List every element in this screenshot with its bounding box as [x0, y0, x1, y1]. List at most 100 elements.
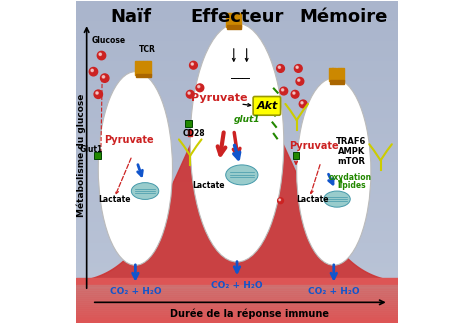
Bar [76, 134, 398, 138]
Text: Lactate: Lactate [98, 195, 131, 204]
Text: TCR: TCR [139, 45, 156, 54]
Bar [76, 122, 398, 126]
Bar [76, 202, 398, 206]
Bar [76, 210, 398, 214]
Circle shape [102, 76, 105, 78]
Bar [76, 298, 398, 300]
Bar [76, 296, 398, 298]
Circle shape [277, 64, 284, 72]
Bar [76, 154, 398, 158]
Text: oxydation: oxydation [328, 173, 372, 182]
Bar [76, 37, 398, 41]
Circle shape [299, 100, 307, 108]
Bar [76, 73, 398, 77]
Bar [76, 86, 398, 89]
Bar [76, 166, 398, 170]
Bar [94, 152, 101, 159]
Bar [76, 25, 398, 29]
Bar [76, 307, 398, 311]
Bar [76, 194, 398, 198]
Bar [76, 311, 398, 315]
Bar [237, 13, 241, 27]
Bar [76, 302, 398, 304]
Circle shape [296, 66, 298, 68]
Bar [76, 303, 398, 307]
Bar [76, 65, 398, 69]
Bar [76, 186, 398, 190]
Bar [76, 77, 398, 81]
Bar [76, 45, 398, 49]
Text: glut1: glut1 [233, 115, 260, 124]
Text: mTOR: mTOR [337, 156, 365, 166]
Bar [76, 5, 398, 9]
Bar [76, 226, 398, 231]
Ellipse shape [131, 183, 159, 200]
Text: Glucose: Glucose [91, 36, 125, 45]
Bar [76, 98, 398, 101]
Circle shape [100, 74, 109, 82]
Circle shape [296, 77, 304, 85]
Bar [76, 17, 398, 21]
Bar [76, 316, 398, 318]
Bar [137, 74, 151, 77]
Bar [76, 306, 398, 308]
Bar [76, 178, 398, 182]
Ellipse shape [226, 165, 258, 185]
Bar [76, 29, 398, 33]
Bar [76, 295, 398, 299]
Circle shape [298, 79, 300, 81]
Bar [76, 49, 398, 53]
Bar [76, 142, 398, 146]
Bar [76, 1, 398, 5]
Bar [76, 53, 398, 57]
Circle shape [99, 53, 101, 55]
Ellipse shape [297, 78, 371, 265]
Text: CO₂ + H₂O: CO₂ + H₂O [308, 287, 360, 296]
Circle shape [196, 84, 204, 92]
Bar [76, 292, 398, 294]
Bar [139, 61, 143, 75]
Bar [76, 218, 398, 223]
Circle shape [280, 87, 288, 95]
Text: Effecteur: Effecteur [191, 8, 283, 26]
Circle shape [301, 102, 303, 104]
Bar [76, 290, 398, 292]
Bar [227, 25, 241, 29]
Bar [76, 150, 398, 154]
Bar [76, 263, 398, 267]
Bar [229, 13, 233, 27]
Text: Pyruvate: Pyruvate [191, 93, 247, 103]
Bar [76, 291, 398, 295]
Bar [76, 288, 398, 290]
Bar [293, 152, 299, 159]
Text: CO₂ + H₂O: CO₂ + H₂O [109, 287, 161, 296]
Bar [76, 321, 398, 323]
Bar [340, 68, 345, 81]
Bar [332, 68, 337, 81]
Bar [76, 101, 398, 106]
Bar [76, 170, 398, 174]
Bar [76, 308, 398, 310]
Bar [76, 299, 398, 303]
Bar [76, 231, 398, 235]
Bar [76, 271, 398, 275]
Bar [76, 287, 398, 291]
Text: Pyruvate: Pyruvate [290, 141, 339, 151]
Text: CD28: CD28 [182, 129, 205, 138]
Circle shape [94, 90, 102, 98]
Polygon shape [76, 85, 398, 284]
Bar [76, 13, 398, 17]
Bar [76, 319, 398, 321]
Bar [188, 130, 192, 136]
FancyBboxPatch shape [253, 97, 281, 115]
Bar [76, 162, 398, 166]
Bar [76, 315, 398, 319]
Circle shape [91, 69, 93, 72]
Text: lipides: lipides [337, 181, 366, 191]
Bar [76, 300, 398, 302]
Bar [337, 68, 341, 81]
Bar [76, 304, 398, 306]
Circle shape [198, 86, 200, 88]
Text: Pyruvate: Pyruvate [104, 135, 154, 145]
Text: TRAF6: TRAF6 [337, 137, 367, 146]
